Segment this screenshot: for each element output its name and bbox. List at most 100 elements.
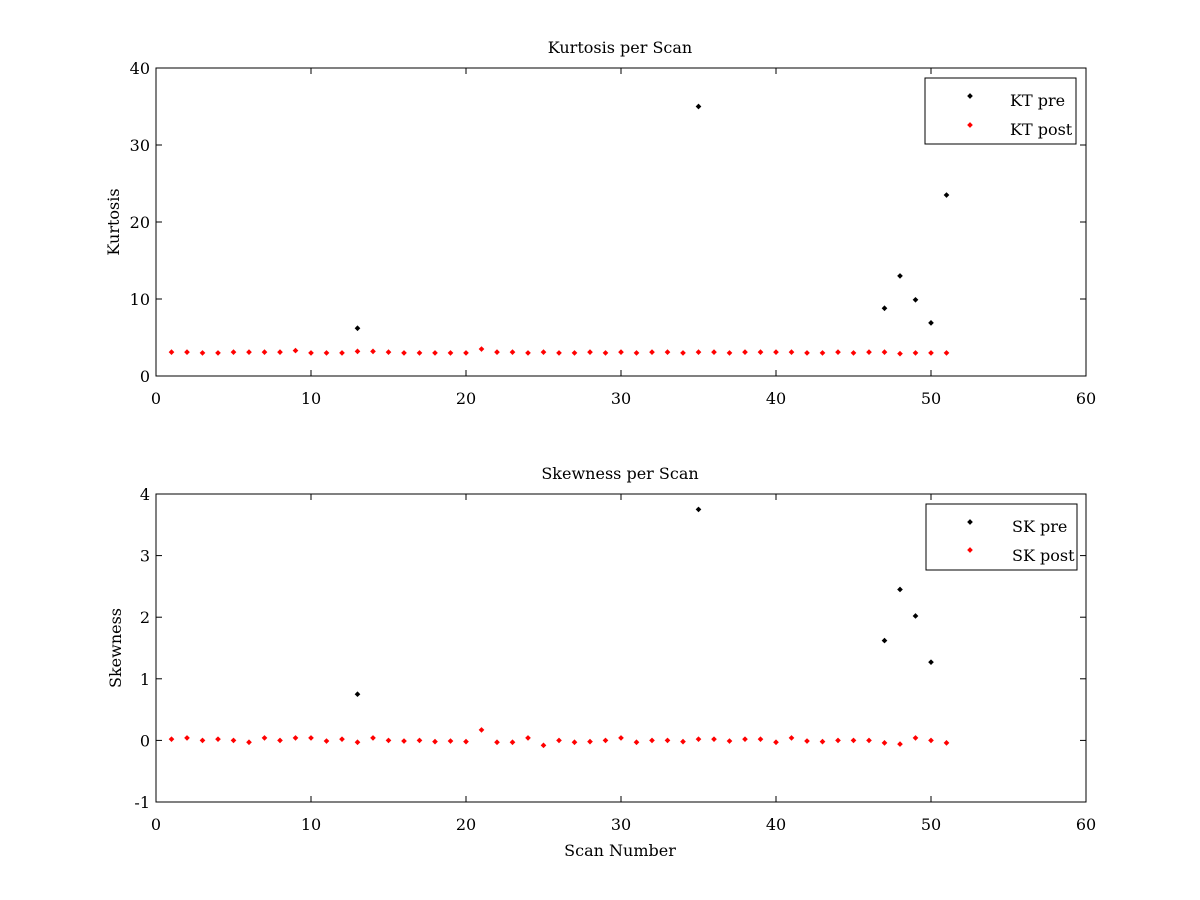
kurtosis-post-point bbox=[168, 349, 175, 355]
kurtosis-pre-point bbox=[695, 103, 702, 110]
skewness-post-point bbox=[230, 737, 237, 744]
kurtosis-post-point bbox=[199, 350, 206, 356]
skewness-pre-point bbox=[912, 613, 919, 619]
skewness-legend-marker-pre bbox=[967, 519, 973, 525]
kurtosis-post-point bbox=[587, 349, 593, 355]
kurtosis-pre-point bbox=[897, 273, 903, 279]
kurtosis-post-point bbox=[184, 349, 190, 355]
kurtosis-points bbox=[168, 103, 950, 357]
skewness-pre-point bbox=[695, 506, 702, 513]
kurtosis-post-point bbox=[292, 347, 299, 354]
skewness-post-point bbox=[385, 737, 392, 744]
kurtosis-legend-box bbox=[924, 77, 1077, 145]
kurtosis-post-point bbox=[680, 350, 686, 356]
skewness-post-point bbox=[587, 738, 593, 745]
skewness-y-tick-label: 1 bbox=[140, 670, 150, 689]
kurtosis-post-point bbox=[401, 350, 407, 356]
kurtosis-x-tick-label: 40 bbox=[766, 389, 786, 408]
kurtosis-post-point bbox=[509, 349, 516, 355]
skewness-post-point bbox=[649, 737, 655, 744]
skewness-post-point bbox=[401, 738, 407, 744]
skewness-post-point bbox=[525, 735, 531, 741]
skewness-x-tick-label: 60 bbox=[1076, 815, 1096, 834]
skewness-post-point bbox=[866, 737, 872, 744]
skewness-post-point bbox=[773, 739, 779, 746]
kurtosis-post-point bbox=[835, 349, 841, 355]
kurtosis-legend: KT pre KT post bbox=[924, 77, 1077, 145]
kurtosis-y-tick-label: 40 bbox=[130, 59, 150, 78]
kurtosis-post-point bbox=[540, 349, 547, 355]
skewness-post-point bbox=[726, 738, 733, 744]
kurtosis-post-point bbox=[463, 350, 469, 356]
kurtosis-post-point bbox=[494, 349, 500, 355]
skewness-post-point bbox=[618, 735, 624, 741]
skewness-legend-box bbox=[925, 503, 1078, 571]
skewness-post-point bbox=[308, 735, 314, 741]
kurtosis-post-point bbox=[928, 350, 934, 356]
skewness-post-point bbox=[897, 741, 903, 747]
skewness-legend-label-pre: SK pre bbox=[1012, 517, 1067, 536]
kurtosis-x-tick-label: 60 bbox=[1076, 389, 1096, 408]
skewness-post-point bbox=[540, 742, 547, 749]
kurtosis-axes-box bbox=[155, 67, 1087, 377]
kurtosis-ticks: 0 10 20 30 40 50 60 0 10 20 30 40 bbox=[130, 59, 1097, 408]
skewness-post-point bbox=[571, 739, 578, 746]
kurtosis-y-tick-label: 20 bbox=[130, 213, 150, 232]
kurtosis-pre-point bbox=[943, 192, 950, 198]
skewness-post-point bbox=[757, 736, 764, 742]
kurtosis-post-point bbox=[602, 350, 609, 356]
skewness-pre-point bbox=[928, 659, 934, 665]
skewness-points bbox=[168, 506, 950, 749]
kurtosis-post-point bbox=[773, 349, 779, 355]
kurtosis-post-point bbox=[385, 349, 392, 355]
skewness-post-point bbox=[819, 738, 826, 745]
skewness-post-point bbox=[633, 739, 640, 746]
skewness-axes-box bbox=[155, 493, 1087, 803]
kurtosis-post-point bbox=[742, 349, 748, 355]
skewness-subplot: Skewness per Scan Skewness Scan Number 0… bbox=[106, 464, 1096, 860]
skewness-pre-point bbox=[354, 691, 361, 698]
kurtosis-legend-marker-post bbox=[967, 122, 973, 128]
skewness-x-tick-label: 40 bbox=[766, 815, 786, 834]
kurtosis-post-point bbox=[881, 349, 888, 355]
kurtosis-legend-label-post: KT post bbox=[1010, 120, 1073, 139]
kurtosis-x-tick-label: 50 bbox=[921, 389, 941, 408]
kurtosis-y-axis-label: Kurtosis bbox=[104, 188, 123, 255]
skewness-legend-marker-post bbox=[967, 547, 973, 553]
kurtosis-post-point bbox=[478, 346, 485, 352]
skewness-post-point bbox=[804, 738, 810, 744]
kurtosis-post-point bbox=[215, 350, 221, 356]
kurtosis-post-point bbox=[370, 348, 376, 355]
skewness-x-tick-label: 10 bbox=[301, 815, 321, 834]
kurtosis-post-point bbox=[804, 350, 810, 356]
skewness-post-point bbox=[447, 738, 454, 744]
skewness-post-point bbox=[261, 735, 268, 741]
skewness-post-point bbox=[509, 739, 516, 746]
kurtosis-post-point bbox=[354, 348, 361, 355]
kurtosis-pre-point bbox=[354, 325, 361, 332]
skewness-post-point bbox=[695, 736, 702, 742]
kurtosis-title: Kurtosis per Scan bbox=[548, 38, 692, 57]
skewness-post-point bbox=[602, 737, 609, 744]
skewness-y-axis-label: Skewness bbox=[106, 608, 125, 688]
kurtosis-post-point bbox=[246, 349, 252, 355]
kurtosis-post-point bbox=[866, 349, 872, 355]
skewness-post-point bbox=[943, 740, 950, 746]
skewness-post-point bbox=[494, 739, 500, 746]
kurtosis-post-point bbox=[277, 349, 283, 355]
kurtosis-post-point bbox=[757, 349, 764, 355]
kurtosis-x-tick-label: 20 bbox=[456, 389, 476, 408]
kurtosis-post-point bbox=[447, 350, 454, 356]
kurtosis-post-point bbox=[726, 350, 733, 356]
kurtosis-post-point bbox=[556, 350, 562, 356]
skewness-post-point bbox=[850, 737, 857, 744]
skewness-post-point bbox=[928, 737, 934, 744]
skewness-post-point bbox=[664, 737, 671, 744]
skewness-y-tick-label: 0 bbox=[140, 731, 150, 750]
kurtosis-post-point bbox=[788, 349, 795, 355]
kurtosis-y-tick-label: 30 bbox=[130, 136, 150, 155]
skewness-post-point bbox=[556, 737, 562, 744]
